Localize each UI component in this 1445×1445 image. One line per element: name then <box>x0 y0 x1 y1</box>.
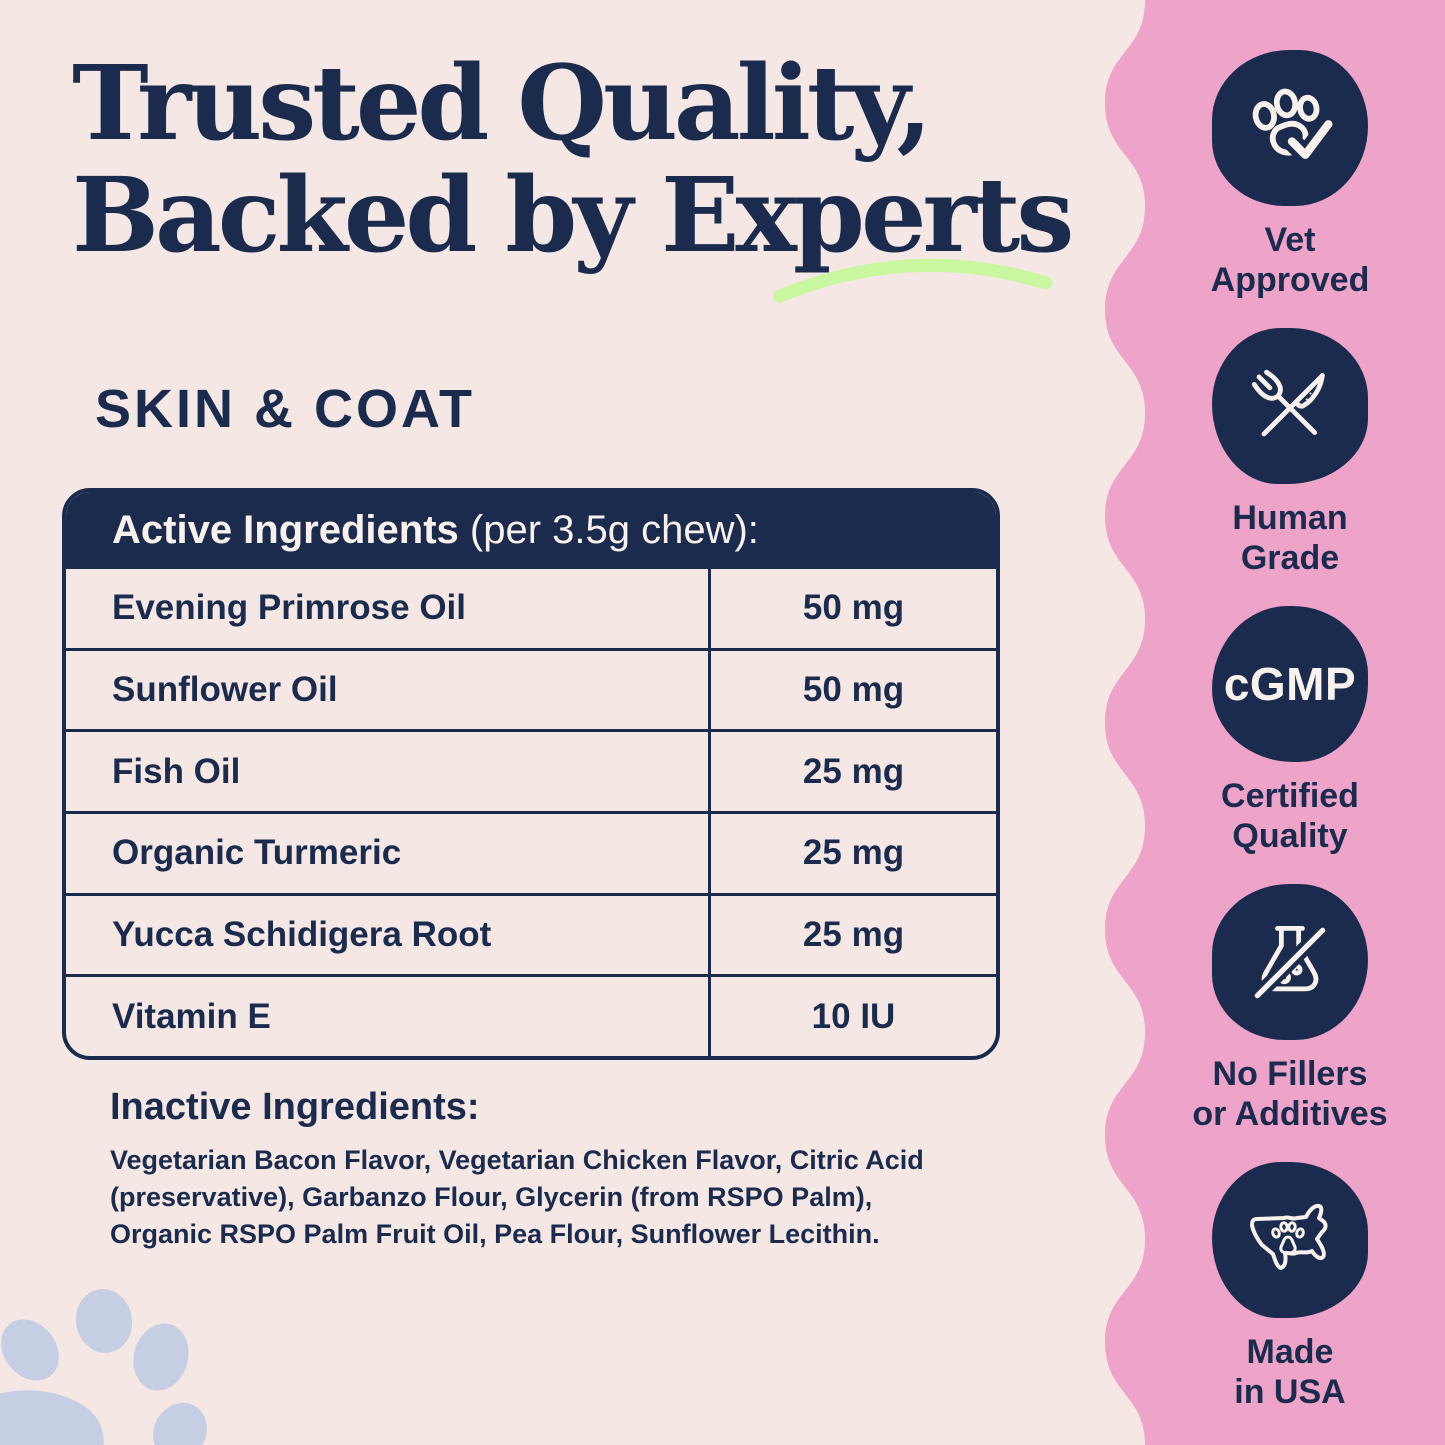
inactive-line: (preservative), Garbanzo Flour, Glycerin… <box>110 1182 873 1212</box>
green-underline-accent <box>773 258 1053 303</box>
table-row: Evening Primrose Oil 50 mg <box>66 569 996 648</box>
table-header: Active Ingredients (per 3.5g chew): <box>66 492 996 569</box>
no-fillers-label: No Fillers or Additives <box>1140 1054 1440 1134</box>
ingredient-name: Vitamin E <box>66 977 711 1056</box>
usa-map-paw-icon <box>1250 1203 1328 1270</box>
badge-label-line: Quality <box>1232 817 1348 855</box>
table-body: Evening Primrose Oil 50 mg Sunflower Oil… <box>66 569 996 1056</box>
ingredient-amount: 25 mg <box>802 751 905 791</box>
table-header-title: Active Ingredients <box>112 508 459 552</box>
table-header-subtitle: (per 3.5g chew): <box>458 508 759 552</box>
ingredient-name: Yucca Schidigera Root <box>66 895 711 975</box>
table-row: Organic Turmeric 25 mg <box>66 811 996 893</box>
vet-approved-label: Vet Approved <box>1140 220 1440 300</box>
section-heading: SKIN & COAT <box>95 379 475 439</box>
paw-print-decoration <box>0 1289 207 1445</box>
table-row: Vitamin E 10 IU <box>66 974 996 1056</box>
inactive-ingredients-text: Vegetarian Bacon Flavor, Vegetarian Chic… <box>110 1142 924 1253</box>
badge-label-line: Certified <box>1221 777 1359 815</box>
ingredient-amount: 25 mg <box>802 833 905 873</box>
inactive-line: Vegetarian Bacon Flavor, Vegetarian Chic… <box>110 1145 924 1175</box>
badge-label-line: or Additives <box>1192 1095 1388 1133</box>
human-grade-label: Human Grade <box>1140 498 1440 578</box>
ingredient-amount: 25 mg <box>802 915 905 955</box>
cgmp-badge-text: cGMP <box>1223 658 1357 710</box>
inactive-line: Organic RSPO Palm Fruit Oil, Pea Flour, … <box>110 1219 880 1249</box>
badge-label-line: Approved <box>1210 261 1370 299</box>
fork-knife-icon <box>1251 369 1325 437</box>
ingredient-amount: 10 IU <box>811 996 896 1036</box>
no-fillers-badge <box>1212 884 1368 1040</box>
ingredient-amount: 50 mg <box>802 670 905 709</box>
ingredient-name: Organic Turmeric <box>66 814 711 893</box>
badge-label-line: Made <box>1246 1333 1334 1371</box>
human-grade-badge <box>1212 328 1368 484</box>
flask-slash-icon <box>1250 923 1330 1003</box>
certified-quality-label: Certified Quality <box>1140 776 1440 856</box>
title-line-2: Backed by Experts <box>72 155 1074 276</box>
active-ingredients-table: Active Ingredients (per 3.5g chew): Even… <box>62 488 1000 1060</box>
badge-label-line: Vet <box>1264 221 1316 259</box>
ingredient-name: Evening Primrose Oil <box>66 569 711 648</box>
paw-check-icon <box>1252 88 1338 165</box>
page-title: Trusted Quality, Backed by Experts <box>72 43 1074 276</box>
ingredient-name: Fish Oil <box>66 732 711 812</box>
inactive-ingredients-heading: Inactive Ingredients: <box>110 1086 480 1128</box>
badge-label-line: No Fillers <box>1212 1055 1368 1093</box>
ingredient-name: Sunflower Oil <box>66 650 711 730</box>
table-row: Fish Oil 25 mg <box>66 729 996 812</box>
made-in-usa-badge <box>1212 1162 1368 1318</box>
made-in-usa-label: Made in USA <box>1140 1332 1440 1412</box>
badge-label-line: Grade <box>1240 539 1340 577</box>
table-row: Yucca Schidigera Root 25 mg <box>66 892 996 975</box>
ingredient-amount: 50 mg <box>802 588 905 628</box>
title-line-1: Trusted Quality, <box>72 43 932 164</box>
table-row: Sunflower Oil 50 mg <box>66 647 996 730</box>
cgmp-badge: cGMP <box>1212 606 1368 762</box>
badge-label-line: Human <box>1232 499 1348 537</box>
badge-label-line: in USA <box>1234 1373 1346 1411</box>
vet-approved-badge <box>1212 50 1368 206</box>
